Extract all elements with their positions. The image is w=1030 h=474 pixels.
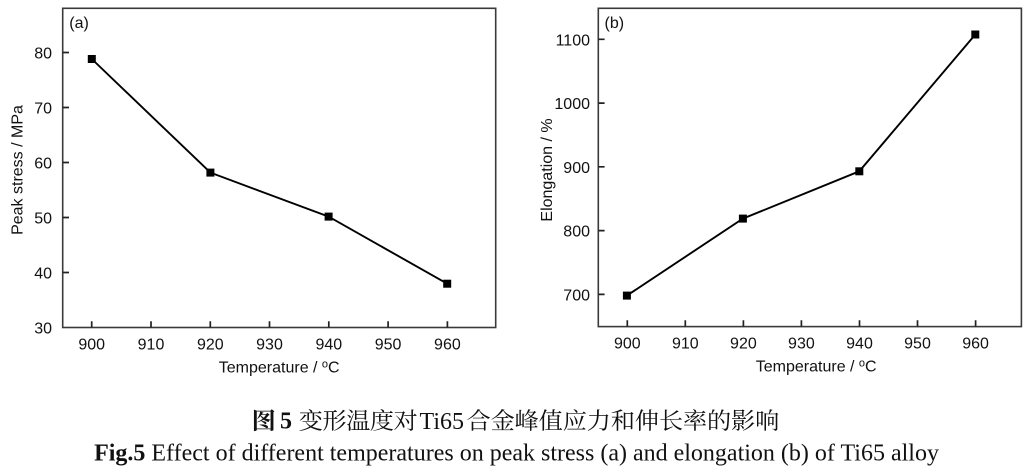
svg-text:950: 950 [904, 335, 931, 352]
svg-text:920: 920 [730, 335, 757, 352]
svg-text:(a): (a) [69, 15, 89, 32]
svg-text:930: 930 [256, 336, 283, 353]
svg-text:940: 940 [846, 335, 873, 352]
svg-text:940: 940 [315, 336, 342, 353]
svg-text:900: 900 [614, 335, 641, 352]
svg-text:60: 60 [34, 156, 52, 173]
svg-text:70: 70 [34, 101, 52, 118]
svg-text:5: 5 [280, 409, 292, 435]
svg-text:960: 960 [434, 336, 461, 353]
svg-text:920: 920 [197, 336, 224, 353]
svg-text:910: 910 [672, 335, 699, 352]
svg-text:700: 700 [563, 288, 590, 305]
svg-text:Temperature / oC: Temperature / oC [219, 359, 340, 377]
svg-text:950: 950 [375, 336, 402, 353]
svg-text:Ti65: Ti65 [420, 409, 464, 435]
svg-text:1000: 1000 [554, 96, 590, 113]
svg-text:30: 30 [34, 321, 52, 338]
svg-text:80: 80 [34, 46, 52, 63]
svg-text:50: 50 [34, 211, 52, 228]
svg-text:900: 900 [78, 336, 105, 353]
svg-text:900: 900 [563, 160, 590, 177]
svg-text:930: 930 [788, 335, 815, 352]
svg-text:40: 40 [34, 266, 52, 283]
svg-text:960: 960 [962, 335, 989, 352]
svg-text:1100: 1100 [556, 32, 591, 49]
svg-text:Temperature / oC: Temperature / oC [756, 358, 877, 376]
svg-text:800: 800 [563, 224, 590, 241]
svg-text:(b): (b) [605, 15, 625, 32]
svg-text:910: 910 [138, 336, 165, 353]
svg-text:Fig.5 Effect of different temp: Fig.5 Effect of different temperatures o… [94, 441, 939, 467]
svg-text:Peak stress / MPa: Peak stress / MPa [10, 105, 27, 235]
svg-text:Elongation / %: Elongation / % [539, 118, 556, 221]
